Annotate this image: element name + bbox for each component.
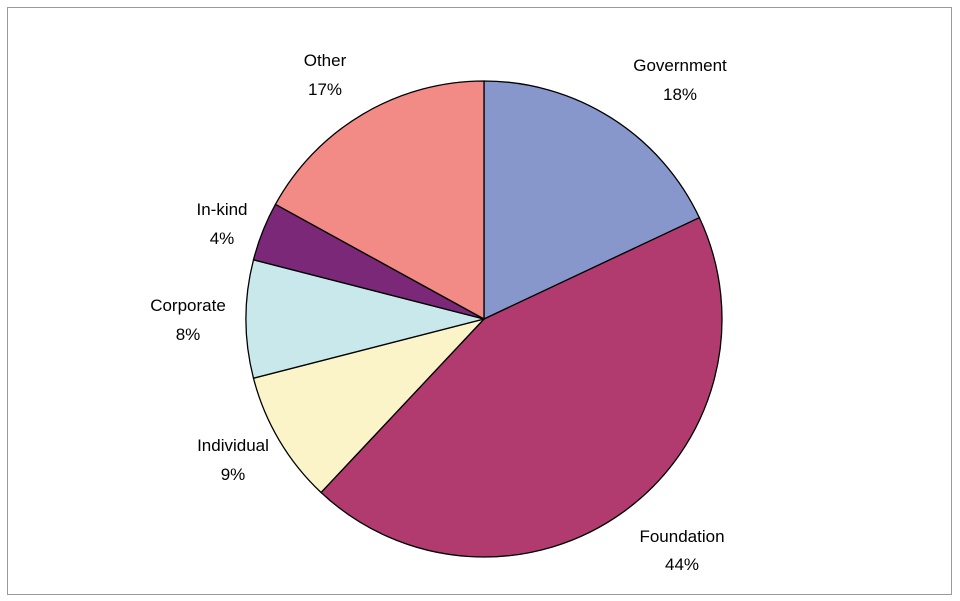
pie-slices [245, 80, 723, 558]
pie-slice-corporate [245, 259, 485, 379]
label-in-kind: In-kind [196, 200, 247, 219]
pie-slice-individual [252, 318, 485, 494]
pie-slice-government [483, 80, 700, 320]
percent-individual: 9% [221, 465, 246, 484]
label-government: Government [633, 56, 727, 75]
label-other: Other [304, 51, 347, 70]
percent-in-kind: 4% [210, 229, 235, 248]
percent-foundation: 44% [665, 555, 699, 574]
label-individual: Individual [197, 436, 269, 455]
label-foundation: Foundation [639, 527, 724, 546]
percent-government: 18% [663, 85, 697, 104]
pie-slice-other [274, 80, 485, 320]
pie-labels: Government 18% Foundation 44% Individual… [150, 51, 727, 574]
pie-slice-foundation [320, 217, 723, 558]
percent-corporate: 8% [176, 325, 201, 344]
percent-other: 17% [308, 80, 342, 99]
label-corporate: Corporate [150, 296, 226, 315]
